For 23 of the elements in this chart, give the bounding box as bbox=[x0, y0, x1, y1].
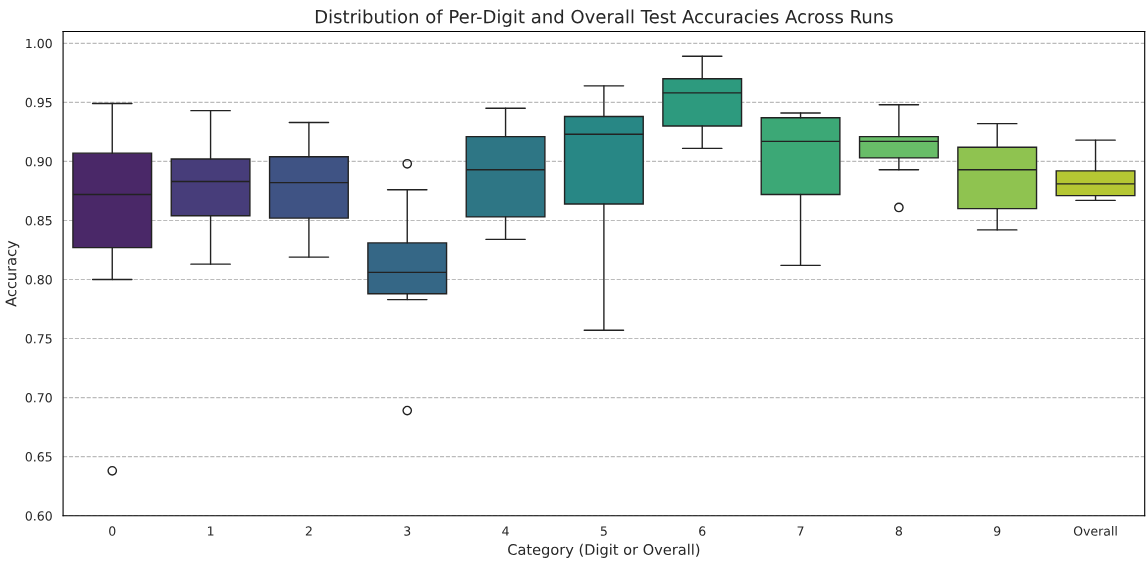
x-tick-label: 3 bbox=[404, 526, 411, 536]
x-axis-title: Category (Digit or Overall) bbox=[508, 543, 700, 558]
x-tick-label: 4 bbox=[502, 526, 509, 536]
chart-title: Distribution of Per-Digit and Overall Test Accuracies Across Runs bbox=[315, 9, 893, 27]
y-tick-label: 0.95 bbox=[25, 97, 52, 108]
x-tick-label: 6 bbox=[699, 526, 706, 536]
y-tick-label: 0.85 bbox=[25, 215, 52, 226]
y-tick-label: 0.60 bbox=[25, 511, 52, 521]
x-tick-label: Overall bbox=[1073, 526, 1117, 536]
x-tick-label: 0 bbox=[109, 526, 116, 536]
x-tick-label: 2 bbox=[305, 526, 312, 536]
x-tick-label: 7 bbox=[797, 526, 804, 536]
x-tick-label: 8 bbox=[895, 526, 902, 536]
y-tick-label: 0.80 bbox=[25, 274, 52, 285]
y-tick-label: 0.75 bbox=[25, 334, 52, 344]
x-tick-label: 9 bbox=[994, 526, 1001, 536]
y-tick-label: 1.00 bbox=[26, 38, 52, 49]
x-tick-label: 1 bbox=[207, 526, 214, 536]
y-tick-label: 0.70 bbox=[25, 393, 52, 403]
x-tick-label: 5 bbox=[600, 526, 607, 536]
y-tick-label: 0.90 bbox=[25, 156, 52, 167]
y-tick-label: 0.65 bbox=[25, 452, 52, 462]
y-axis-title: Accuracy bbox=[5, 240, 20, 307]
